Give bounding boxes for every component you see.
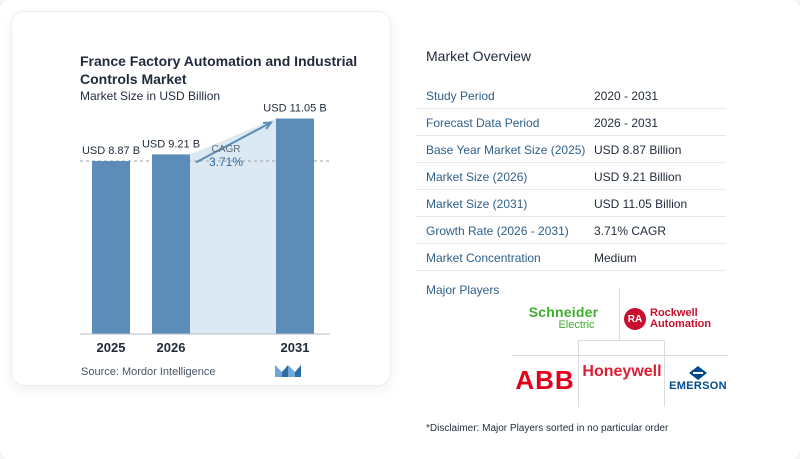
honeywell-logo-text: Honeywell <box>582 363 662 380</box>
overview-row: Base Year Market Size (2025) USD 8.87 Bil… <box>416 136 726 163</box>
cagr-value: 3.71% <box>209 155 243 169</box>
overview-row: Study Period 2020 - 2031 <box>416 82 726 109</box>
overview-row-label: Market Size (2031) <box>426 197 528 211</box>
mordor-intelligence-logo-icon <box>275 365 301 377</box>
overview-row-value: USD 9.21 Billion <box>594 170 682 184</box>
logo-divider <box>664 340 665 407</box>
bar-2026 <box>152 154 190 334</box>
rockwell-badge-icon: RA <box>624 308 646 330</box>
category-label: 2031 <box>281 340 310 355</box>
bar-2025 <box>92 161 130 334</box>
overview-row-value: USD 8.87 Billion <box>594 143 682 157</box>
overview-row-label: Forecast Data Period <box>426 116 540 130</box>
overview-row-value: Medium <box>594 251 637 265</box>
abb-logo: ABB <box>512 362 578 398</box>
rockwell-automation-logo: RA Rockwell Automation <box>624 306 724 332</box>
overview-row-label: Study Period <box>426 89 495 103</box>
category-label: 2025 <box>97 340 126 355</box>
emerson-logo-text: EMERSON <box>669 380 727 392</box>
schneider-logo-text: Schneider <box>528 304 599 320</box>
overview-row: Market Concentration Medium <box>416 244 726 271</box>
rockwell-logo-text: Rockwell <box>650 307 698 319</box>
market-overview-panel: Market Overview Study Period 2020 - 2031 F… <box>416 0 800 459</box>
chart-title: France Factory Automation and Industrial… <box>80 53 358 87</box>
cagr-label: CAGR <box>212 144 241 155</box>
overview-title: Market Overview <box>426 48 532 64</box>
overview-row: Forecast Data Period 2026 - 2031 <box>416 109 726 136</box>
overview-row-value: USD 11.05 Billion <box>594 197 688 211</box>
overview-row: Market Size (2026) USD 9.21 Billion <box>416 163 726 190</box>
value-label: USD 8.87 B <box>82 145 140 157</box>
value-label: USD 11.05 B <box>263 103 326 115</box>
overview-row: Growth Rate (2026 - 2031) 3.71% CAGR <box>416 217 726 244</box>
overview-row: Market Size (2031) USD 11.05 Billion <box>416 190 726 217</box>
bar-2031 <box>276 118 314 335</box>
emerson-icon <box>689 366 707 380</box>
abb-logo-text: ABB <box>515 364 575 395</box>
overview-row-label: Market Size (2026) <box>426 170 528 184</box>
overview-row-label: Base Year Market Size (2025) <box>426 143 586 157</box>
chart-source: Source: Mordor Intelligence <box>81 366 216 378</box>
emerson-logo: EMERSON <box>665 360 731 398</box>
rockwell-logo-subtext: Automation <box>650 318 712 330</box>
honeywell-logo: Honeywell <box>580 360 664 384</box>
category-label: 2026 <box>157 340 186 355</box>
overview-row-value: 2020 - 2031 <box>594 89 659 103</box>
value-label: USD 9.21 B <box>142 138 200 150</box>
disclaimer: *Disclaimer: Major Players sorted in no … <box>426 423 669 434</box>
schneider-logo-subtext: Electric <box>558 319 595 331</box>
logo-divider <box>619 288 620 340</box>
chart-subtitle: Market Size in USD Billion <box>80 89 221 103</box>
overview-row-value: 2026 - 2031 <box>594 116 659 130</box>
logo-divider <box>578 340 579 407</box>
logo-divider <box>512 355 728 356</box>
logo-divider <box>578 340 665 341</box>
cagr-arrow <box>195 121 272 164</box>
overview-row-label: Growth Rate (2026 - 2031) <box>426 224 569 238</box>
overview-row-value: 3.71% CAGR <box>594 224 667 238</box>
overview-table: Study Period 2020 - 2031 Forecast Data Per… <box>416 82 726 271</box>
overview-row-label: Market Concentration <box>426 251 541 265</box>
cagr-arrow-head <box>262 121 274 130</box>
cagr-shade <box>190 118 276 335</box>
players-title: Major Players <box>426 283 500 297</box>
schneider-electric-logo: Schneider Electric <box>516 305 611 333</box>
